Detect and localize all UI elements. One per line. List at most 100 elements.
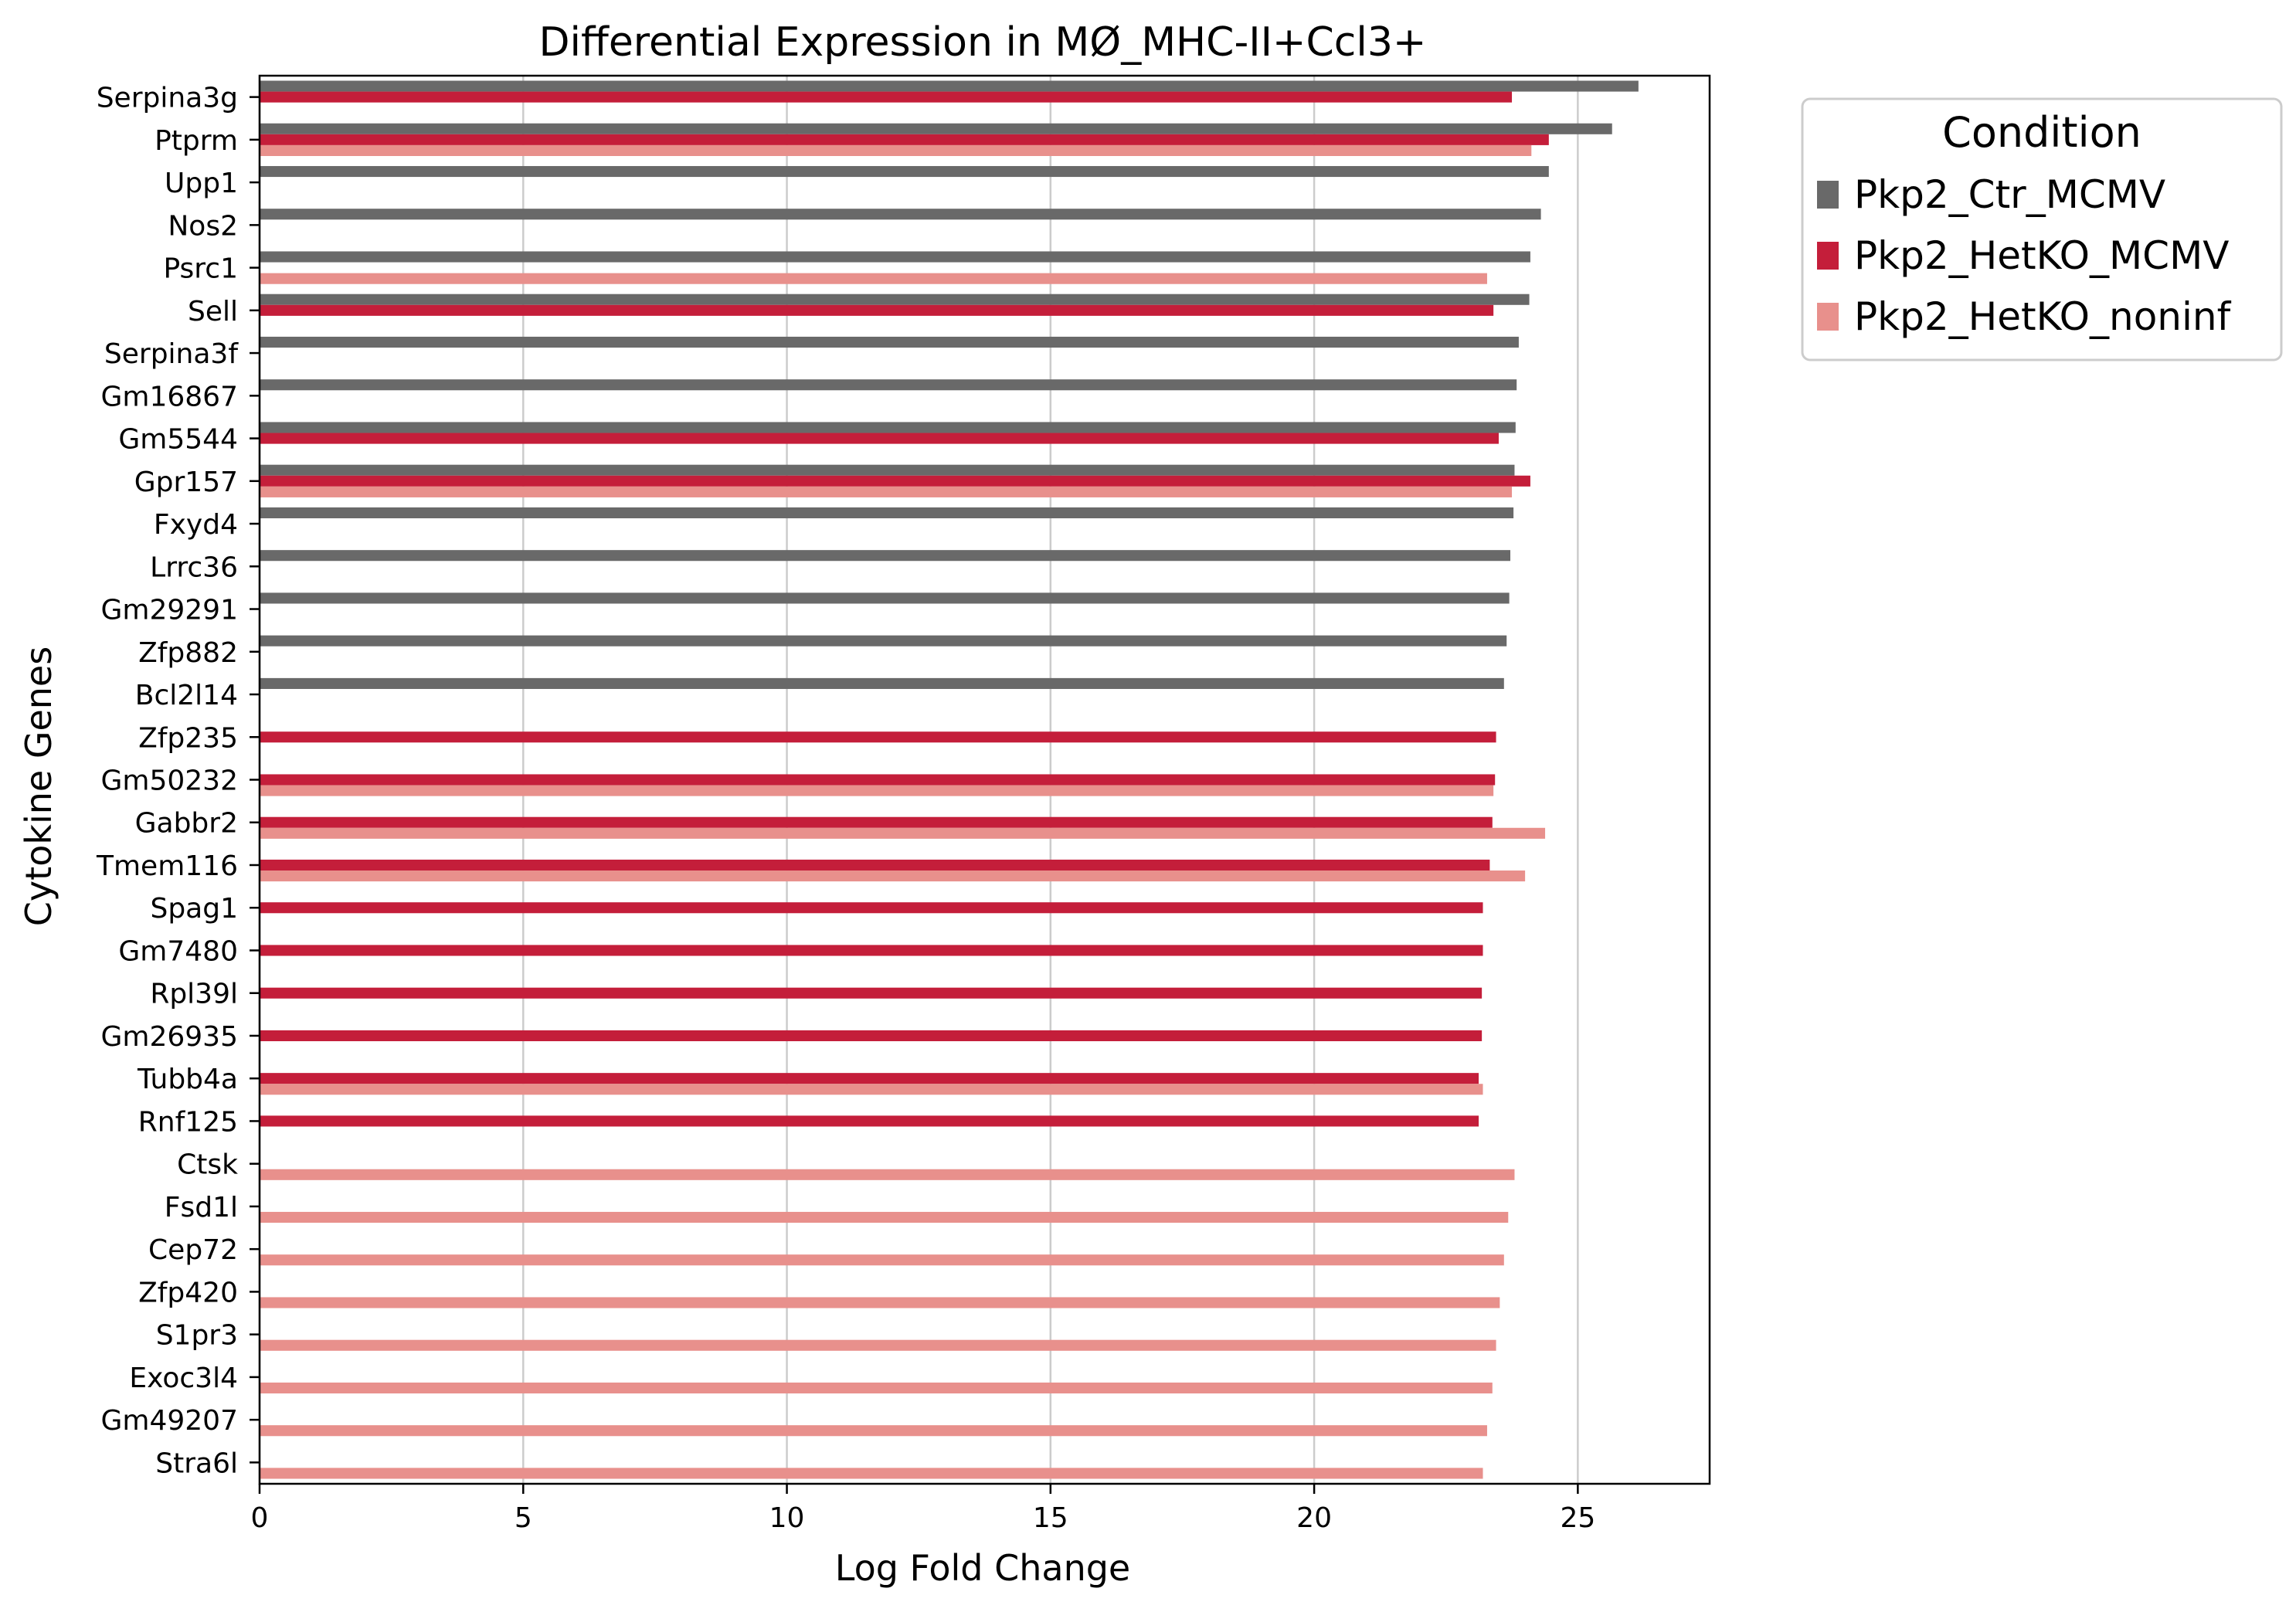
y-tick-label-ctsk: Ctsk [177, 1149, 238, 1181]
bar-gm29291-pkp2-ctr-mcmv [260, 592, 1510, 604]
bar-zfp882-pkp2-ctr-mcmv [260, 635, 1507, 646]
legend-title: Condition [1942, 108, 2141, 157]
bar-rnf125-pkp2-hetko-mcmv [260, 1115, 1479, 1127]
y-tick-label-cep72: Cep72 [148, 1234, 238, 1266]
bar-tubb4a-pkp2-hetko-noninf [260, 1084, 1483, 1095]
bar-gabbr2-pkp2-hetko-noninf [260, 827, 1546, 839]
y-tick-label-exoc3l4: Exoc3l4 [129, 1363, 238, 1394]
legend-label-pkp2-ctr-mcmv: Pkp2_Ctr_MCMV [1854, 172, 2165, 217]
legend-label-pkp2-hetko-noninf: Pkp2_HetKO_noninf [1854, 294, 2232, 339]
y-tick-label-gm50232: Gm50232 [101, 765, 239, 797]
y-tick-label-spag1: Spag1 [150, 893, 238, 925]
bar-gm16867-pkp2-ctr-mcmv [260, 379, 1517, 391]
bar-cep72-pkp2-hetko-noninf [260, 1254, 1504, 1266]
bar-tubb4a-pkp2-hetko-mcmv [260, 1073, 1479, 1084]
y-tick-label-nos2: Nos2 [168, 210, 238, 242]
bar-gm49207-pkp2-hetko-noninf [260, 1425, 1487, 1437]
bar-upp1-pkp2-ctr-mcmv [260, 165, 1549, 178]
bar-gpr157-pkp2-hetko-mcmv [260, 475, 1530, 487]
y-axis-label: Cytokine Genes [18, 646, 59, 926]
bar-serpina3g-pkp2-ctr-mcmv [260, 80, 1639, 92]
bar-bcl2l14-pkp2-ctr-mcmv [260, 677, 1504, 689]
y-tick-label-serpina3g: Serpina3g [97, 83, 238, 114]
bar-exoc3l4-pkp2-hetko-noninf [260, 1382, 1493, 1394]
bar-psrc1-pkp2-hetko-noninf [260, 273, 1487, 284]
y-tick-label-gm7480: Gm7480 [118, 935, 238, 967]
bar-gpr157-pkp2-hetko-noninf [260, 486, 1513, 497]
bar-ptprm-pkp2-ctr-mcmv [260, 123, 1612, 134]
y-tick-label-gpr157: Gpr157 [134, 467, 238, 498]
y-tick-label-psrc1: Psrc1 [163, 253, 238, 285]
bar-lrrc36-pkp2-ctr-mcmv [260, 550, 1510, 562]
bar-gm5544-pkp2-hetko-mcmv [260, 433, 1499, 444]
y-tick-label-fsd1l: Fsd1l [165, 1192, 238, 1223]
bar-tmem116-pkp2-hetko-noninf [260, 870, 1526, 882]
x-tick-label-10: 10 [769, 1502, 805, 1534]
y-tick-label-bcl2l14: Bcl2l14 [135, 680, 238, 711]
bar-stra6l-pkp2-hetko-noninf [260, 1468, 1483, 1479]
bar-sell-pkp2-ctr-mcmv [260, 294, 1530, 305]
x-tick-label-5: 5 [515, 1502, 532, 1534]
chart-title: Differential Expression in MØ_MHC-II+Ccl… [539, 19, 1427, 66]
y-tick-label-fxyd4: Fxyd4 [154, 509, 238, 541]
y-tick-label-gm5544: Gm5544 [118, 424, 238, 456]
bar-gm26935-pkp2-hetko-mcmv [260, 1030, 1483, 1041]
legend-swatch-pkp2-hetko-mcmv [1817, 242, 1839, 270]
bar-zfp235-pkp2-hetko-mcmv [260, 731, 1496, 743]
y-tick-label-stra6l: Stra6l [155, 1447, 238, 1479]
y-tick-label-gm16867: Gm16867 [101, 381, 239, 412]
x-tick-label-20: 20 [1296, 1502, 1332, 1534]
bar-gabbr2-pkp2-hetko-mcmv [260, 816, 1493, 828]
y-tick-label-zfp882: Zfp882 [138, 637, 238, 669]
bar-zfp420-pkp2-hetko-noninf [260, 1297, 1500, 1308]
legend-swatch-pkp2-ctr-mcmv [1817, 181, 1839, 209]
bar-gm7480-pkp2-hetko-mcmv [260, 945, 1483, 956]
y-tick-label-sell: Sell [188, 296, 238, 327]
bar-psrc1-pkp2-ctr-mcmv [260, 251, 1530, 263]
bar-nos2-pkp2-ctr-mcmv [260, 209, 1541, 220]
x-tick-label-0: 0 [251, 1502, 269, 1534]
bar-tmem116-pkp2-hetko-mcmv [260, 859, 1490, 871]
y-tick-label-tubb4a: Tubb4a [137, 1064, 238, 1095]
bar-sell-pkp2-hetko-mcmv [260, 304, 1494, 316]
y-tick-label-gm26935: Gm26935 [101, 1021, 239, 1053]
bars [260, 80, 1639, 1479]
bar-serpina3f-pkp2-ctr-mcmv [260, 336, 1519, 348]
y-tick-label-gabbr2: Gabbr2 [135, 808, 238, 840]
bar-spag1-pkp2-hetko-mcmv [260, 902, 1483, 914]
legend-label-pkp2-hetko-mcmv: Pkp2_HetKO_MCMV [1854, 233, 2229, 278]
y-tick-label-zfp420: Zfp420 [138, 1277, 238, 1308]
y-tick-label-lrrc36: Lrrc36 [150, 551, 238, 583]
bar-fsd1l-pkp2-hetko-noninf [260, 1211, 1509, 1223]
x-tick-label-15: 15 [1033, 1502, 1068, 1534]
y-tick-label-ptprm: Ptprm [155, 125, 238, 157]
x-axis-label: Log Fold Change [835, 1547, 1130, 1589]
y-tick-label-upp1: Upp1 [165, 168, 238, 199]
legend-swatch-pkp2-hetko-noninf [1817, 303, 1839, 331]
bar-ctsk-pkp2-hetko-noninf [260, 1169, 1515, 1180]
legend-frame [1801, 97, 2283, 361]
bar-gm50232-pkp2-hetko-noninf [260, 785, 1494, 796]
y-tick-label-rnf125: Rnf125 [138, 1106, 238, 1138]
bar-s1pr3-pkp2-hetko-noninf [260, 1339, 1496, 1351]
y-tick-label-gm49207: Gm49207 [101, 1405, 239, 1437]
bar-gm5544-pkp2-ctr-mcmv [260, 422, 1516, 433]
x-tick-label-25: 25 [1560, 1502, 1595, 1534]
bar-gpr157-pkp2-ctr-mcmv [260, 464, 1515, 476]
y-tick-label-zfp235: Zfp235 [138, 722, 238, 754]
bar-rpl39l-pkp2-hetko-mcmv [260, 987, 1483, 999]
y-tick-label-rpl39l: Rpl39l [150, 979, 238, 1010]
bar-ptprm-pkp2-hetko-noninf [260, 144, 1532, 156]
y-tick-label-s1pr3: S1pr3 [156, 1320, 238, 1352]
y-tick-label-gm29291: Gm29291 [101, 595, 239, 626]
bar-serpina3g-pkp2-hetko-mcmv [260, 91, 1513, 103]
legend: Condition Pkp2_Ctr_MCMV Pkp2_HetKO_MCMV Pk… [1801, 97, 2283, 361]
bar-ptprm-pkp2-hetko-mcmv [260, 134, 1549, 145]
bar-gm50232-pkp2-hetko-mcmv [260, 774, 1496, 786]
y-tick-label-serpina3f: Serpina3f [104, 338, 239, 370]
bar-fxyd4-pkp2-ctr-mcmv [260, 507, 1514, 519]
axes: 0 5 10 15 20 25 Serpina3g Ptprm Upp1 Nos2 Psrc1 Sel… [96, 74, 1711, 1534]
y-tick-label-tmem116: Tmem116 [96, 850, 238, 882]
